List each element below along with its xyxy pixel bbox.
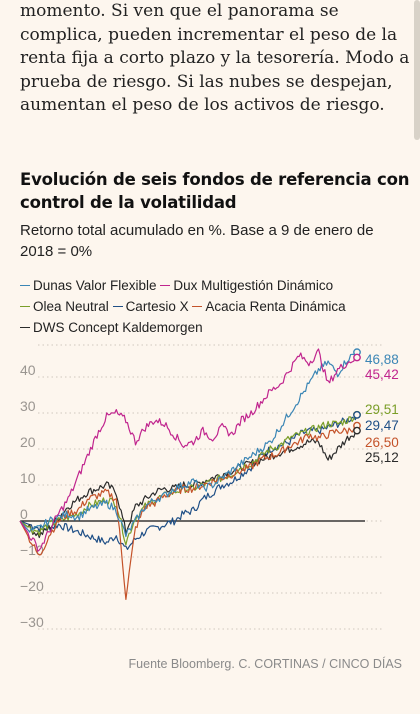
article-line: renta fija a corto plazo y la tesorería.… — [20, 48, 410, 68]
legend-swatch — [160, 284, 171, 286]
end-value-label: 25,12 — [365, 450, 399, 465]
legend-label: Dux Multigestión Dinámico — [173, 278, 334, 293]
y-tick-label: 0 — [20, 506, 28, 522]
article-text: momento. Si ven que el panorama se compl… — [20, 0, 415, 118]
end-marker — [353, 426, 361, 435]
chart-legend: Dunas Valor Flexible Dux Multigestión Di… — [20, 275, 415, 338]
legend-swatch — [20, 284, 30, 286]
y-tick-label: 40 — [20, 362, 36, 378]
y-tick-label: 30 — [20, 398, 36, 414]
y-tick-label: −30 — [20, 614, 44, 630]
legend-swatch — [20, 326, 30, 328]
legend-label: Olea Neutral — [33, 299, 109, 314]
series-line — [19, 422, 358, 600]
legend-label: Dunas Valor Flexible — [33, 278, 157, 293]
legend-swatch — [20, 305, 30, 307]
y-tick-label: 10 — [20, 470, 36, 486]
series-line — [19, 430, 358, 539]
series-line — [19, 414, 358, 550]
legend-label: Acacia Renta Dinámica — [205, 299, 346, 314]
legend-item: Olea Neutral — [20, 299, 109, 314]
legend-swatch — [192, 305, 203, 307]
chart-title: Evolución de seis fondos de referencia c… — [20, 170, 410, 212]
scrollbar[interactable] — [414, 0, 420, 140]
legend-item: Dux Multigestión Dinámico — [160, 278, 333, 293]
legend-label: DWS Concept Kaldemorgen — [33, 320, 203, 335]
article-line: momento. Si ven que el panorama se — [20, 1, 339, 21]
end-marker — [353, 353, 361, 362]
article-line: complica, pueden incrementar el peso de … — [20, 24, 398, 45]
legend-label: Cartesio X — [125, 299, 189, 314]
end-value-label: 26,50 — [365, 435, 399, 450]
y-tick-label: −20 — [20, 578, 44, 594]
end-value-label: 45,42 — [365, 367, 399, 382]
y-tick-label: 20 — [20, 434, 36, 450]
series-line — [19, 351, 358, 538]
series-line — [19, 348, 358, 552]
source-credit: Fuente Bloomberg. C. CORTINAS / CINCO DÍ… — [128, 657, 402, 671]
end-value-label: 29,51 — [365, 402, 399, 417]
legend-item: Dunas Valor Flexible — [20, 278, 157, 293]
legend-item: Cartesio X — [112, 299, 189, 314]
article-line: prueba de riesgo. Si las nubes se despej… — [20, 71, 393, 92]
article-line: aumentan el peso de los activos de riesg… — [20, 95, 385, 115]
chart-subtitle: Retorno total acumulado en %. Base a 9 d… — [20, 222, 374, 260]
end-marker — [353, 411, 361, 419]
legend-item: DWS Concept Kaldemorgen — [20, 320, 203, 335]
end-value-label: 29,47 — [365, 418, 399, 433]
legend-item: Acacia Renta Dinámica — [192, 299, 346, 314]
chart-series — [19, 348, 358, 600]
end-value-label: 46,88 — [365, 352, 399, 367]
legend-swatch — [112, 305, 123, 307]
